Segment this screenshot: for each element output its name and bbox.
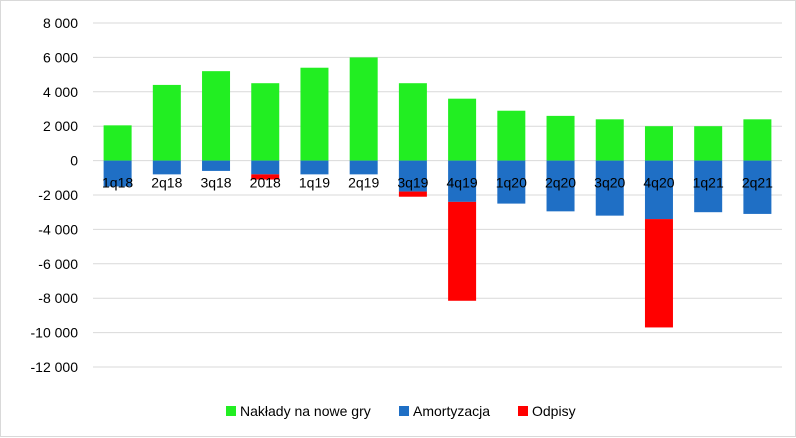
bar	[497, 160, 526, 204]
x-category-label: 3q19	[397, 175, 428, 191]
bar	[546, 115, 575, 161]
legend-swatch	[226, 406, 236, 416]
bar	[694, 160, 723, 213]
legend: Nakłady na nowe gry Amortyzacja Odpisy	[226, 403, 576, 419]
y-tick-label: -4 000	[38, 221, 78, 237]
bar	[251, 160, 280, 175]
bar	[349, 57, 378, 161]
bar	[644, 126, 673, 161]
bar	[497, 110, 526, 161]
bar	[202, 160, 231, 171]
x-category-label: 3q18	[200, 175, 231, 191]
bar	[300, 160, 329, 175]
bar	[595, 160, 624, 216]
bar	[251, 83, 280, 161]
bars	[103, 57, 772, 328]
bar	[448, 160, 477, 202]
x-category-label: 1q21	[693, 175, 724, 191]
x-category-label: 4q19	[447, 175, 478, 191]
bar	[103, 125, 132, 161]
y-tick-label: 4 000	[43, 84, 78, 100]
y-tick-label: -8 000	[38, 290, 78, 306]
y-tick-label: -10 000	[31, 325, 79, 341]
x-category-label: 1q18	[102, 175, 133, 191]
bar	[448, 98, 477, 161]
bar	[251, 174, 280, 180]
bar	[398, 160, 427, 192]
bar	[595, 119, 624, 161]
bar	[152, 84, 181, 161]
x-category-label: 2q18	[151, 175, 182, 191]
x-category-label: 2018	[250, 175, 281, 191]
y-tick-label: 8 000	[43, 15, 78, 31]
bar	[743, 119, 772, 161]
x-category-label: 2q21	[742, 175, 773, 191]
x-axis-categories: 1q18 2q18 3q18 2018 1q19 2q19 3q19 4q19 1q20 2q20…	[102, 175, 773, 191]
bar	[743, 160, 772, 214]
bar	[448, 201, 477, 301]
bar	[644, 219, 673, 328]
bar	[546, 160, 575, 212]
y-tick-label: 6 000	[43, 49, 78, 65]
bar	[103, 160, 132, 187]
x-category-label: 3q20	[594, 175, 625, 191]
y-tick-label: 2 000	[43, 118, 78, 134]
legend-label: Odpisy	[532, 403, 576, 419]
bar	[398, 191, 427, 197]
legend-label: Amortyzacja	[413, 403, 490, 419]
bar	[300, 67, 329, 161]
y-tick-label: -2 000	[38, 187, 78, 203]
bar	[349, 160, 378, 175]
bar	[644, 160, 673, 220]
x-category-label: 1q19	[299, 175, 330, 191]
x-category-label: 2q19	[348, 175, 379, 191]
y-tick-label: -6 000	[38, 256, 78, 272]
x-category-label: 4q20	[643, 175, 674, 191]
x-category-label: 2q20	[545, 175, 576, 191]
legend-swatch	[399, 406, 409, 416]
legend-swatch	[518, 406, 528, 416]
bar	[398, 83, 427, 161]
bar	[202, 71, 231, 161]
bar	[152, 160, 181, 175]
legend-label: Nakłady na nowe gry	[240, 403, 371, 419]
bar	[694, 126, 723, 161]
y-tick-label: -12 000	[31, 359, 79, 375]
x-category-label: 1q20	[496, 175, 527, 191]
y-tick-label: 0	[70, 153, 78, 169]
y-axis-ticks: 8 000 6 000 4 000 2 000 0 -2 000 -4 000 -6 000 -…	[31, 15, 79, 375]
gridlines	[93, 22, 782, 368]
